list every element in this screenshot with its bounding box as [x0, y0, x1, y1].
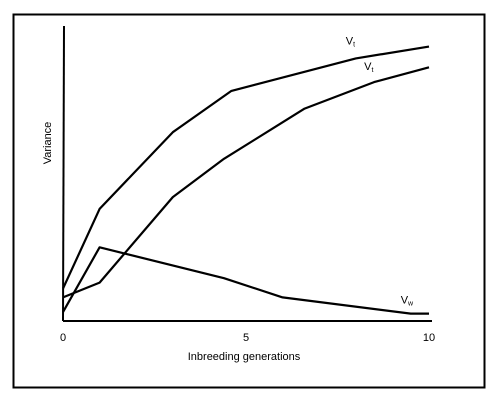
series-label-subscript-1: t — [353, 41, 355, 48]
x-tick-labels: 0 5 10 — [60, 332, 435, 344]
y-axis — [62, 25, 65, 322]
y-axis-label: Variance — [42, 122, 54, 165]
series-line-2-vt — [62, 66, 430, 299]
x-tick-label-5: 5 — [243, 332, 249, 344]
x-tick-label-0: 0 — [60, 332, 66, 344]
x-axis-label: Inbreeding generations — [188, 351, 301, 363]
series-label-subscript-2: t — [371, 67, 373, 74]
series-label-1: Vt — [346, 35, 355, 48]
outer-border — [12, 13, 486, 389]
series-line-1-vt — [62, 45, 430, 290]
series-line-3-vw — [62, 246, 429, 315]
series-label-2: Vt — [364, 61, 373, 74]
series-label-subscript-3: w — [407, 301, 414, 308]
x-tick-label-10: 10 — [423, 332, 435, 344]
